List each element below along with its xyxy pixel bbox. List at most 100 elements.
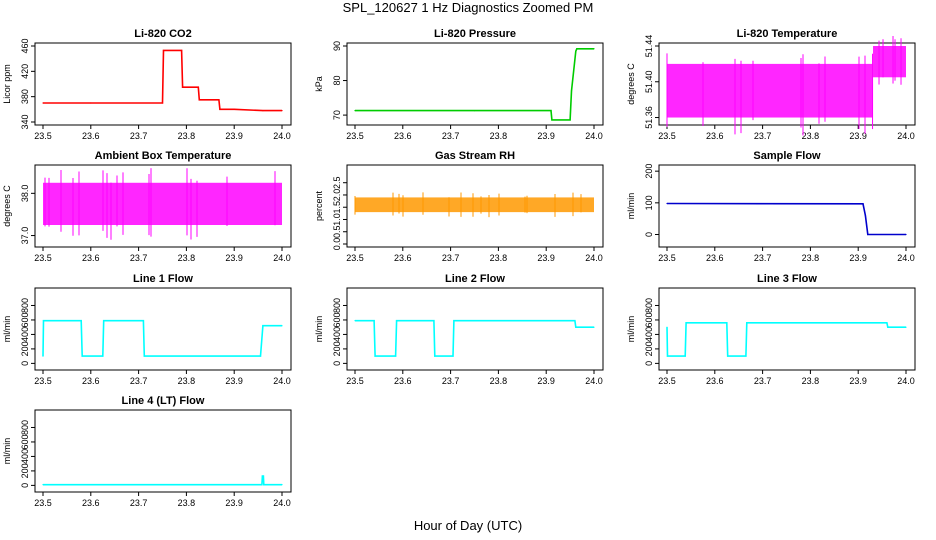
data-point <box>575 326 577 328</box>
y-tick-label: 37.0 <box>20 227 30 245</box>
data-point <box>745 355 747 357</box>
data-point <box>354 320 356 322</box>
x-tick-label: 23.7 <box>130 376 148 386</box>
data-point <box>569 119 571 121</box>
chart-panel-4: Ambient Box Temperature 23.5 23.6 23.7 23.8 2… <box>2 150 292 263</box>
y-tick-label: 0 <box>644 361 654 366</box>
panel-title: Li-820 Temperature <box>737 28 838 40</box>
series-band <box>873 46 906 78</box>
data-point <box>90 102 92 104</box>
data-point <box>219 108 221 110</box>
y-tick-label: 460 <box>20 38 30 53</box>
x-tick-label: 23.8 <box>178 498 196 508</box>
y-axis-label: ml/min <box>2 438 12 465</box>
data-point <box>434 355 436 357</box>
x-tick-label: 23.5 <box>346 131 364 141</box>
y-tick-label: 800 <box>332 298 342 313</box>
panel-title: Ambient Box Temperature <box>95 150 232 162</box>
x-tick-label: 23.6 <box>394 131 412 141</box>
data-point <box>161 102 164 104</box>
panel-title: Gas Stream RH <box>435 150 515 162</box>
x-tick-label: 23.7 <box>130 253 148 263</box>
y-tick-label: 380 <box>20 89 30 104</box>
series-line <box>43 49 282 112</box>
panel-title: Li-820 Pressure <box>434 28 516 40</box>
data-point <box>81 355 83 357</box>
data-point <box>197 86 199 88</box>
y-tick-label: 400 <box>20 327 30 342</box>
y-tick-label: 2.5 <box>332 176 342 189</box>
plot-frame <box>658 164 916 248</box>
data-point <box>354 110 356 112</box>
data-point <box>261 484 263 486</box>
panel-title: Line 1 Flow <box>133 273 193 285</box>
y-tick-label: 340 <box>20 114 30 129</box>
data-point <box>550 110 552 112</box>
chart-panel-10: Line 4 (LT) Flow 23.5 23.6 23.7 23.8 23.9 24.0… <box>2 395 292 508</box>
y-tick-label: 51.44 <box>644 35 654 58</box>
y-tick-label: 600 <box>644 312 654 327</box>
y-tick-label: 0 <box>20 483 30 488</box>
plot-frame <box>34 287 292 371</box>
plot-frame <box>346 42 604 126</box>
chart-panel-8: Line 2 Flow 23.5 23.6 23.7 23.8 23.9 24.0 0 2004… <box>314 273 604 386</box>
data-point <box>198 99 200 101</box>
x-tick-label: 23.8 <box>802 253 820 263</box>
x-tick-label: 23.5 <box>658 253 676 263</box>
data-point <box>862 203 864 205</box>
data-point <box>262 475 264 477</box>
x-tick-label: 23.9 <box>225 131 243 141</box>
data-point <box>452 355 454 357</box>
page-title: SPL_120627 1 Hz Diagnostics Zoomed PM <box>342 0 594 15</box>
data-point <box>886 322 888 324</box>
x-tick-label: 23.6 <box>706 376 724 386</box>
y-axis-label: ml/min <box>314 316 324 343</box>
data-point <box>666 326 668 328</box>
x-tick-label: 23.7 <box>130 131 148 141</box>
x-tick-label: 24.0 <box>585 253 603 263</box>
data-point <box>864 214 866 217</box>
x-tick-label: 23.8 <box>802 131 820 141</box>
data-point <box>726 322 728 324</box>
data-point <box>162 49 165 52</box>
x-tick-label: 23.6 <box>706 253 724 263</box>
data-point <box>103 320 105 322</box>
x-tick-label: 23.8 <box>490 131 508 141</box>
x-tick-label: 23.9 <box>849 253 867 263</box>
data-point <box>666 202 668 205</box>
y-axis-label: Licor ppm <box>2 64 12 104</box>
data-point <box>727 355 729 357</box>
x-tick-label: 23.5 <box>658 131 676 141</box>
x-tick-label: 23.7 <box>754 376 772 386</box>
y-axis-label: ml/min <box>626 193 636 220</box>
y-tick-label: 0.0 <box>332 238 342 251</box>
plot-frame <box>34 42 292 126</box>
data-point <box>42 320 45 322</box>
x-tick-label: 23.9 <box>537 131 555 141</box>
y-tick-label: 400 <box>332 327 342 342</box>
data-point <box>373 320 375 322</box>
data-point <box>281 325 283 327</box>
plot-frame <box>34 164 292 248</box>
y-tick-label: 0 <box>332 361 342 366</box>
x-tick-label: 24.0 <box>897 253 915 263</box>
x-tick-label: 23.8 <box>178 131 196 141</box>
page-x-axis-label: Hour of Day (UTC) <box>413 518 523 533</box>
x-tick-label: 24.0 <box>897 376 915 386</box>
y-tick-label: 2.0 <box>332 189 342 202</box>
x-tick-label: 23.7 <box>754 131 772 141</box>
y-tick-label: 200 <box>644 341 654 356</box>
data-point <box>395 355 397 357</box>
plot-frame <box>346 164 604 248</box>
data-point <box>261 475 264 477</box>
data-point <box>42 355 44 357</box>
data-point <box>143 355 145 357</box>
y-tick-label: 80 <box>332 76 342 86</box>
x-tick-label: 23.6 <box>82 376 100 386</box>
x-tick-label: 23.5 <box>34 376 52 386</box>
x-tick-label: 23.9 <box>537 376 555 386</box>
x-tick-label: 23.6 <box>394 253 412 263</box>
data-point <box>281 484 283 486</box>
chart-panel-5: Gas Stream RH 23.5 23.6 23.7 23.8 23.9 24.0 0.0… <box>314 150 604 263</box>
